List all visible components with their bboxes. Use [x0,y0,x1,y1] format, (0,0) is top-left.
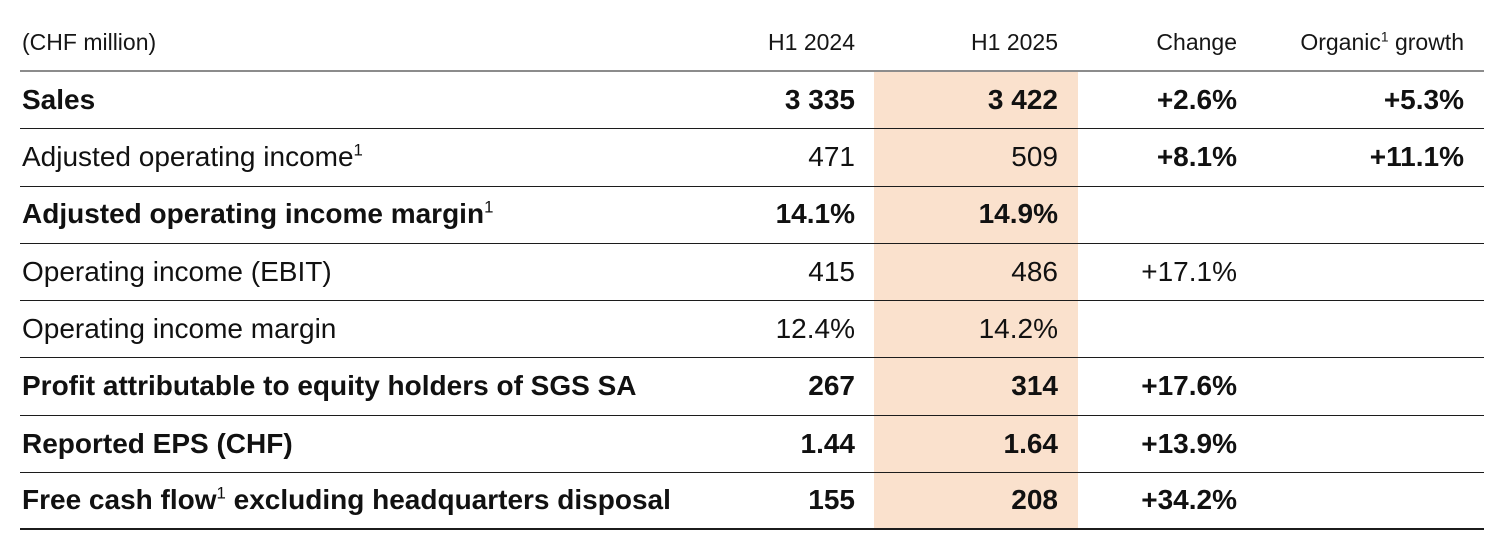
column-gap [855,55,874,70]
footnote-marker: 1 [484,198,494,218]
row-label: Adjusted operating income margin1 [20,198,655,230]
col-header-organic-growth: Organic1 growth [1237,28,1484,70]
col-header-h1-2025: H1 2025 [971,28,1058,55]
value-h1-2025: 208 [874,473,1078,529]
table-row: Adjusted operating income1 471 509 +8.1%… [20,129,1484,187]
value-h1-2024: 155 [808,484,855,516]
row-label: Reported EPS (CHF) [20,427,655,460]
value-h1-2025: 3 422 [874,72,1078,129]
col-header-change: Change [1156,28,1237,55]
row-label-text: Adjusted operating income margin [22,198,485,230]
value-change: +17.1% [1141,255,1237,287]
value-h1-2025: 1.64 [874,415,1078,473]
value-change: +8.1% [1156,141,1237,173]
row-label: Operating income (EBIT) [20,255,655,288]
value-h1-2025: 14.9% [874,186,1078,243]
row-label: Sales [20,83,655,116]
organic-header-text-after: growth [1388,28,1464,55]
row-label-text: Operating income margin [22,312,337,344]
table-row: Operating income (EBIT) 415 486 +17.1% [20,243,1484,302]
organic-header-text: Organic [1300,28,1381,55]
col-header-h1-2024: H1 2024 [768,28,855,55]
value-h1-2024: 267 [808,370,855,402]
table-row: Sales 3 335 3 422 +2.6% +5.3% [20,72,1484,130]
table-row: Reported EPS (CHF) 1.44 1.64 +13.9% [20,415,1484,474]
row-label: Operating income margin [20,312,655,345]
value-h1-2024: 12.4% [775,312,855,344]
row-label-text: Adjusted operating income [22,141,354,173]
table-row: Adjusted operating income margin1 14.1% … [20,186,1484,244]
value-h1-2025: 486 [874,243,1078,301]
row-label: Profit attributable to equity holders of… [20,370,655,402]
financial-summary-table: (CHF million) H1 2024 H1 2025 Change Org… [20,0,1484,531]
value-h1-2025: 314 [874,358,1078,415]
value-change: +13.9% [1141,427,1237,459]
table-row: Profit attributable to equity holders of… [20,358,1484,416]
row-label-text: Reported EPS (CHF) [22,427,293,459]
unit-label: (CHF million) [22,28,157,55]
value-change: +17.6% [1141,370,1237,402]
footnote-marker: 1 [353,140,363,160]
value-h1-2025: 509 [874,129,1078,186]
value-h1-2024: 1.44 [800,427,856,459]
row-label-text: Free cash flow [22,484,217,516]
value-organic-growth: +11.1% [1369,141,1464,173]
table-body: Sales 3 335 3 422 +2.6% +5.3% Adjusted o… [20,72,1484,531]
table-header-row: (CHF million) H1 2024 H1 2025 Change Org… [20,0,1484,72]
table-row: Operating income margin 12.4% 14.2% [20,301,1484,359]
row-label-text: Profit attributable to equity holders of… [22,370,637,402]
footnote-marker: 1 [216,484,226,503]
row-label-text-after: excluding headquarters disposal [225,484,671,516]
row-label: Free cash flow1 excluding headquarters d… [20,484,671,516]
table-row: Free cash flow1 excluding headquarters d… [20,473,1484,531]
value-change: +34.2% [1141,484,1237,516]
value-h1-2024: 3 335 [784,83,855,115]
value-organic-growth: +5.3% [1383,83,1464,115]
row-label-text: Sales [22,83,96,115]
row-label-text: Operating income (EBIT) [22,255,332,287]
value-h1-2024: 14.1% [775,198,855,230]
footnote-marker: 1 [1380,29,1389,45]
value-h1-2024: 415 [808,255,855,287]
row-label: Adjusted operating income1 [20,140,655,173]
value-change: +2.6% [1156,83,1237,115]
value-h1-2024: 471 [808,141,855,173]
value-h1-2025: 14.2% [874,301,1078,358]
